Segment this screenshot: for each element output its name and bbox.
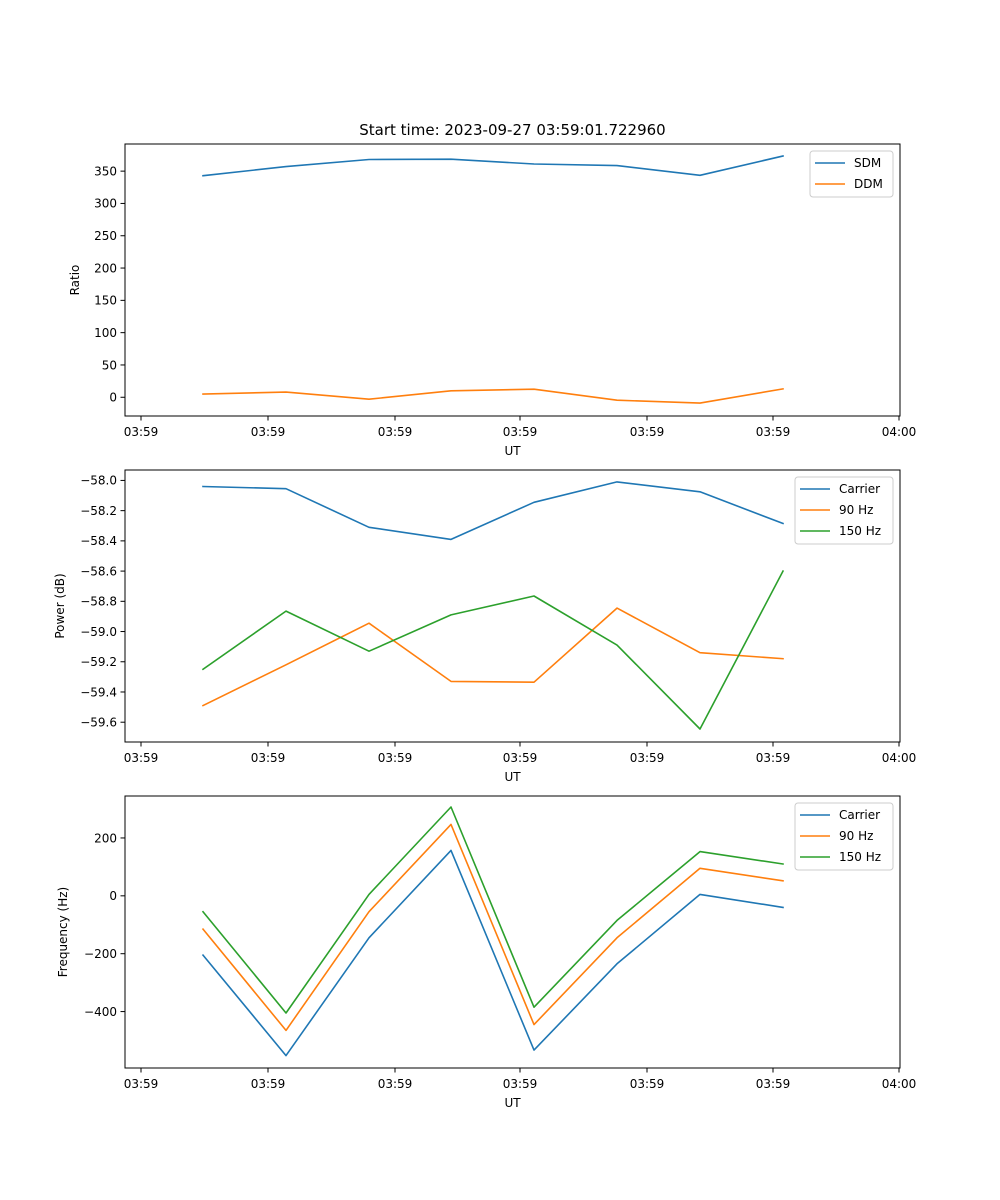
legend-label-sdm: SDM — [854, 156, 881, 170]
x-ticks: 03:59 03:59 03:59 03:59 03:59 03:59 04:00 — [124, 1068, 917, 1091]
x-tick-label: 03:59 — [503, 751, 538, 765]
legend-box — [794, 802, 894, 871]
y-tick-label: −58.2 — [80, 504, 117, 518]
x-tick-label: 03:59 — [503, 1077, 538, 1091]
x-tick-label: 04:00 — [882, 1077, 917, 1091]
series-lines — [202, 155, 784, 404]
axes-frame — [124, 795, 901, 1069]
x-tick-label: 03:59 — [630, 751, 665, 765]
series-line-ddm — [202, 387, 784, 404]
x-tick-label: 03:59 — [756, 1077, 791, 1091]
x-tick-label: 03:59 — [124, 425, 159, 439]
series-lines — [201, 481, 785, 730]
y-tick-label: −58.4 — [80, 534, 117, 548]
legend-label-carrier: Carrier — [839, 482, 880, 496]
legend-box — [794, 476, 894, 545]
x-tick-label: 03:59 — [756, 425, 791, 439]
axes-frame — [124, 143, 901, 417]
x-tick-label: 03:59 — [378, 425, 413, 439]
y-ticks: 0 50 100 150 200 250 300 350 — [94, 164, 125, 405]
legend: SDM DDM — [809, 150, 894, 198]
x-axis-label: UT — [504, 770, 521, 784]
x-tick-label: 03:59 — [630, 425, 665, 439]
y-tick-label: −58.6 — [80, 564, 117, 578]
x-tick-label: 03:59 — [124, 1077, 159, 1091]
y-tick-label: 50 — [102, 358, 117, 372]
y-axis-label: Frequency (Hz) — [56, 887, 70, 978]
x-tick-label: 03:59 — [251, 751, 286, 765]
legend: Carrier 90 Hz 150 Hz — [794, 476, 894, 545]
frequency-chart: 03:59 03:59 03:59 03:59 03:59 03:59 04:00 −400… — [56, 795, 917, 1110]
x-ticks: 03:59 03:59 03:59 03:59 03:59 03:59 04:00 — [124, 742, 917, 765]
y-tick-label: 0 — [109, 889, 117, 903]
y-tick-label: 200 — [94, 831, 117, 845]
legend-label-90hz: 90 Hz — [839, 503, 873, 517]
ratio-chart: Start time: 2023-09-27 03:59:01.722960 0… — [68, 121, 916, 458]
x-tick-label: 03:59 — [251, 1077, 286, 1091]
x-tick-label: 04:00 — [882, 425, 917, 439]
series-line-sdm — [202, 155, 784, 177]
series-line-150-hz — [201, 806, 784, 1014]
y-tick-label: 150 — [94, 294, 117, 308]
y-tick-label: −59.4 — [80, 685, 117, 699]
y-tick-label: −200 — [84, 947, 117, 961]
x-tick-label: 03:59 — [378, 751, 413, 765]
x-tick-label: 03:59 — [756, 751, 791, 765]
x-tick-label: 03:59 — [378, 1077, 413, 1091]
x-tick-label: 04:00 — [882, 751, 917, 765]
y-axis-label: Power (dB) — [53, 573, 67, 638]
x-tick-label: 03:59 — [630, 1077, 665, 1091]
power-chart: 03:59 03:59 03:59 03:59 03:59 03:59 04:00 −59.… — [53, 469, 917, 784]
series-line-90-hz — [201, 607, 784, 707]
series-line-carrier — [201, 849, 784, 1057]
series-lines — [201, 806, 784, 1057]
legend-label-150hz: 150 Hz — [839, 524, 881, 538]
axes-frame — [124, 469, 901, 743]
chart-title: Start time: 2023-09-27 03:59:01.722960 — [359, 121, 665, 139]
x-ticks: 03:59 03:59 03:59 03:59 03:59 03:59 04:00 — [124, 416, 917, 439]
series-line-150-hz — [201, 570, 785, 730]
y-tick-label: 300 — [94, 197, 117, 211]
y-tick-label: −59.0 — [80, 625, 117, 639]
y-tick-label: 100 — [94, 326, 117, 340]
x-tick-label: 03:59 — [503, 425, 538, 439]
y-tick-label: 200 — [94, 261, 117, 275]
x-tick-label: 03:59 — [251, 425, 286, 439]
x-axis-label: UT — [504, 444, 521, 458]
series-line-carrier — [202, 481, 785, 541]
legend-label-150hz: 150 Hz — [839, 850, 881, 864]
y-axis-label: Ratio — [68, 265, 82, 296]
y-tick-label: −58.0 — [80, 474, 117, 488]
legend-label-ddm: DDM — [854, 177, 883, 191]
y-tick-label: 0 — [109, 391, 117, 405]
legend-label-90hz: 90 Hz — [839, 829, 873, 843]
y-tick-label: 350 — [94, 164, 117, 178]
y-ticks: −59.6 −59.4 −59.2 −59.0 −58.8 −58.6 −58.4 −58.2… — [80, 474, 125, 730]
y-ticks: −400 −200 0 200 — [84, 831, 125, 1019]
series-line-90-hz — [201, 823, 784, 1032]
y-tick-label: −59.6 — [80, 716, 117, 730]
y-tick-label: 250 — [94, 229, 117, 243]
y-tick-label: −59.2 — [80, 655, 117, 669]
legend-label-carrier: Carrier — [839, 808, 880, 822]
legend: Carrier 90 Hz 150 Hz — [794, 802, 894, 871]
x-tick-label: 03:59 — [124, 751, 159, 765]
y-tick-label: −400 — [84, 1005, 117, 1019]
x-axis-label: UT — [504, 1096, 521, 1110]
y-tick-label: −58.8 — [80, 595, 117, 609]
